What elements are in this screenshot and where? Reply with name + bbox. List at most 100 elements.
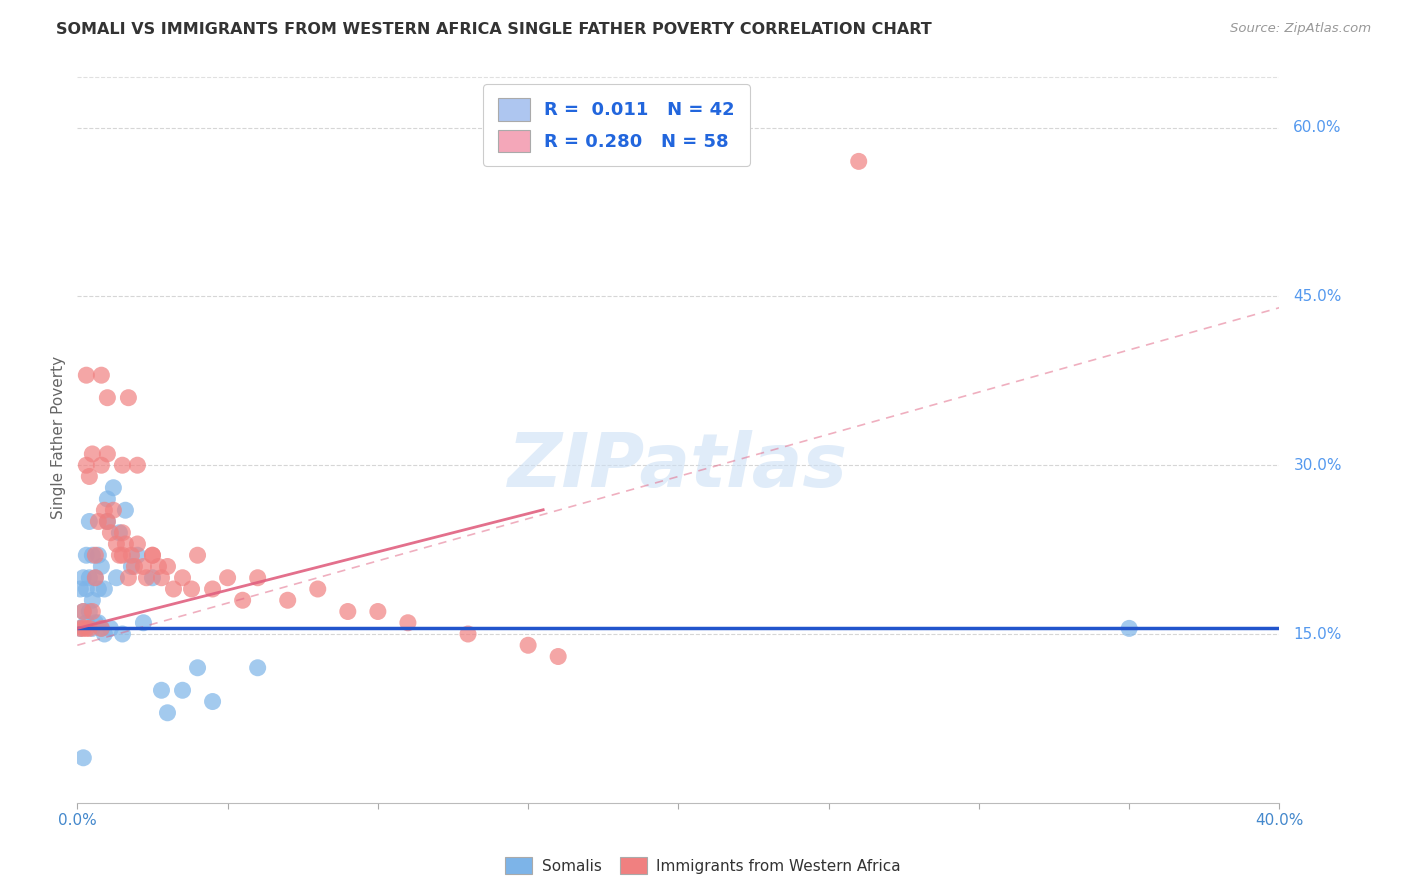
Point xyxy=(72,621,94,635)
Point xyxy=(87,582,110,596)
Point xyxy=(127,537,149,551)
Point xyxy=(150,683,173,698)
Point xyxy=(90,368,112,383)
Point xyxy=(82,621,104,635)
Point xyxy=(124,559,146,574)
Point xyxy=(246,661,269,675)
Point xyxy=(120,548,142,562)
Point xyxy=(100,525,122,540)
Text: Source: ZipAtlas.com: Source: ZipAtlas.com xyxy=(1230,22,1371,36)
Point xyxy=(84,571,107,585)
Point xyxy=(132,559,155,574)
Point xyxy=(148,559,170,574)
Point xyxy=(96,515,118,529)
Point xyxy=(307,582,329,596)
Point xyxy=(96,391,118,405)
Point xyxy=(117,391,139,405)
Legend: R =  0.011   N = 42, R = 0.280   N = 58: R = 0.011 N = 42, R = 0.280 N = 58 xyxy=(484,84,749,166)
Point xyxy=(172,683,194,698)
Point xyxy=(90,458,112,473)
Point xyxy=(72,751,94,765)
Text: 15.0%: 15.0% xyxy=(1294,626,1341,641)
Point xyxy=(90,621,112,635)
Point xyxy=(96,447,118,461)
Point xyxy=(396,615,419,630)
Point xyxy=(93,582,115,596)
Point xyxy=(150,571,173,585)
Point xyxy=(135,571,157,585)
Point xyxy=(201,694,224,708)
Point xyxy=(180,582,202,596)
Point xyxy=(79,621,101,635)
Point xyxy=(103,503,125,517)
Point xyxy=(141,548,163,562)
Point xyxy=(69,621,91,635)
Point xyxy=(84,548,107,562)
Point xyxy=(156,559,179,574)
Point xyxy=(79,469,101,483)
Point xyxy=(201,582,224,596)
Point xyxy=(69,582,91,596)
Point xyxy=(100,621,122,635)
Point xyxy=(79,515,101,529)
Point xyxy=(186,661,209,675)
Y-axis label: Single Father Poverty: Single Father Poverty xyxy=(51,356,66,518)
Point xyxy=(79,605,101,619)
Point xyxy=(547,649,569,664)
Point xyxy=(103,481,125,495)
Point xyxy=(105,571,128,585)
Point xyxy=(75,548,97,562)
Text: 60.0%: 60.0% xyxy=(1294,120,1341,135)
Text: 30.0%: 30.0% xyxy=(1294,458,1341,473)
Point xyxy=(75,582,97,596)
Point xyxy=(156,706,179,720)
Text: ZIPatlas: ZIPatlas xyxy=(509,430,848,503)
Point xyxy=(108,548,131,562)
Point xyxy=(82,447,104,461)
Point xyxy=(111,458,134,473)
Point xyxy=(93,627,115,641)
Point xyxy=(114,503,136,517)
Point xyxy=(277,593,299,607)
Point xyxy=(127,458,149,473)
Point xyxy=(217,571,239,585)
Point xyxy=(90,559,112,574)
Point xyxy=(96,515,118,529)
Point xyxy=(84,571,107,585)
Point xyxy=(69,621,91,635)
Point xyxy=(141,548,163,562)
Point xyxy=(90,621,112,635)
Point xyxy=(87,515,110,529)
Point xyxy=(127,548,149,562)
Point xyxy=(105,537,128,551)
Text: SOMALI VS IMMIGRANTS FROM WESTERN AFRICA SINGLE FATHER POVERTY CORRELATION CHART: SOMALI VS IMMIGRANTS FROM WESTERN AFRICA… xyxy=(56,22,932,37)
Point xyxy=(1118,621,1140,635)
Point xyxy=(120,559,142,574)
Point xyxy=(232,593,254,607)
Point xyxy=(82,548,104,562)
Point xyxy=(132,615,155,630)
Point xyxy=(141,571,163,585)
Point xyxy=(75,458,97,473)
Point xyxy=(186,548,209,562)
Point xyxy=(75,621,97,635)
Point xyxy=(72,571,94,585)
Legend: Somalis, Immigrants from Western Africa: Somalis, Immigrants from Western Africa xyxy=(499,851,907,880)
Point xyxy=(84,615,107,630)
Point xyxy=(108,525,131,540)
Point xyxy=(72,605,94,619)
Point xyxy=(93,503,115,517)
Point xyxy=(162,582,184,596)
Point xyxy=(82,593,104,607)
Point xyxy=(114,537,136,551)
Point xyxy=(336,605,359,619)
Point xyxy=(79,571,101,585)
Point xyxy=(517,638,540,652)
Point xyxy=(87,615,110,630)
Point xyxy=(87,548,110,562)
Point xyxy=(367,605,389,619)
Point xyxy=(111,627,134,641)
Point xyxy=(75,615,97,630)
Point xyxy=(246,571,269,585)
Point xyxy=(111,525,134,540)
